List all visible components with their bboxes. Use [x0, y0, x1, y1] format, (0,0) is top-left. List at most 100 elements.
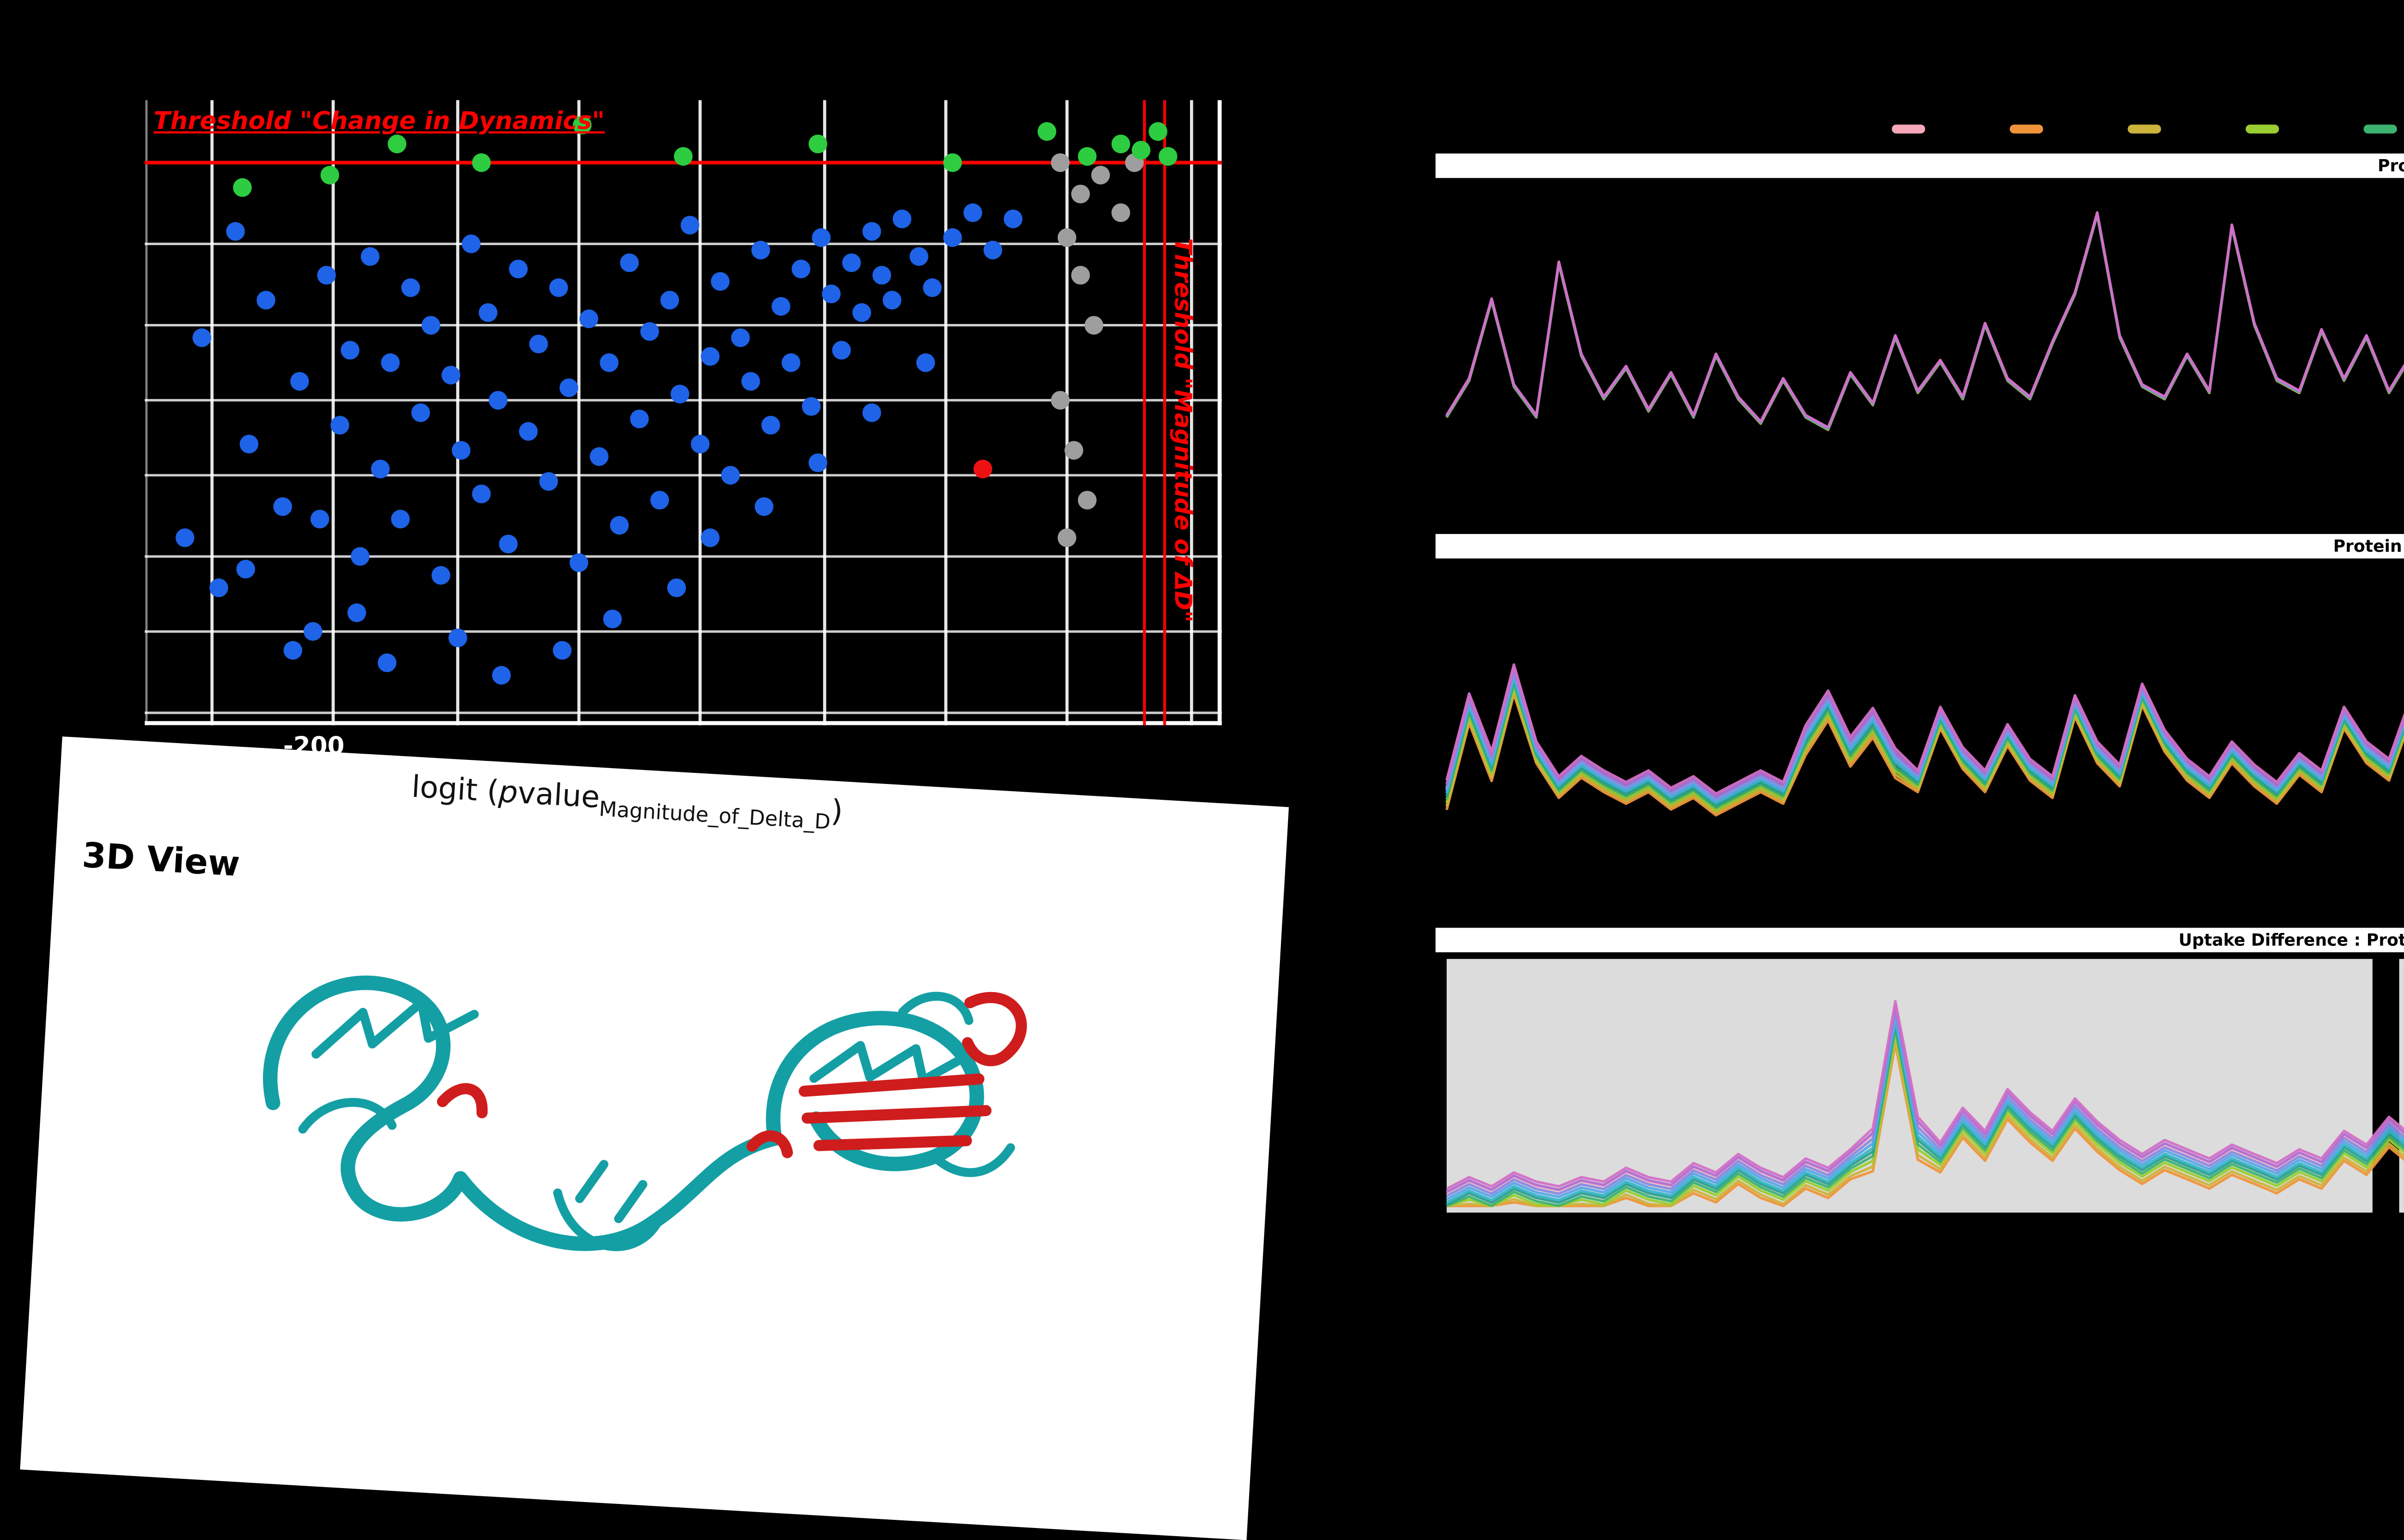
scatter-point-blue-points[interactable]	[916, 353, 935, 372]
scatter-point-blue-points[interactable]	[226, 222, 245, 241]
uptake-curve[interactable]	[1445, 601, 2404, 807]
scatter-point-blue-points[interactable]	[569, 553, 588, 572]
uptake-curve[interactable]	[1445, 213, 2404, 473]
uptake-curve[interactable]	[1446, 1019, 2404, 1204]
scatter-point-green-points[interactable]	[1158, 147, 1177, 166]
scatter-point-blue-points[interactable]	[256, 291, 275, 310]
scatter-point-blue-points[interactable]	[539, 472, 558, 491]
scatter-point-blue-points[interactable]	[600, 353, 619, 372]
scatter-point-blue-points[interactable]	[771, 297, 790, 316]
legend-swatch[interactable]	[2363, 124, 2397, 134]
scatter-point-blue-points[interactable]	[347, 603, 366, 622]
scatter-point-blue-points[interactable]	[589, 447, 609, 466]
scatter-point-blue-points[interactable]	[411, 403, 430, 422]
scatter-point-blue-points[interactable]	[290, 372, 309, 391]
legend-swatch[interactable]	[2245, 124, 2279, 134]
scatter-point-blue-points[interactable]	[791, 260, 811, 279]
scatter-point-blue-points[interactable]	[832, 341, 851, 360]
scatter-point-blue-points[interactable]	[448, 628, 467, 647]
scatter-point-blue-points[interactable]	[808, 453, 827, 472]
scatter-point-blue-points[interactable]	[741, 372, 760, 391]
scatter-point-blue-points[interactable]	[310, 509, 329, 529]
scatter-point-blue-points[interactable]	[670, 385, 689, 404]
scatter-point-green-points[interactable]	[1038, 122, 1056, 141]
scatter-point-blue-points[interactable]	[175, 528, 195, 547]
uptake-chart-protein-a-ligand[interactable]	[1442, 561, 2404, 882]
scatter-point-blue-points[interactable]	[492, 666, 511, 685]
scatter-point-gray-points[interactable]	[1051, 153, 1070, 172]
scatter-point-blue-points[interactable]	[499, 534, 518, 554]
scatter-point-gray-points[interactable]	[1071, 266, 1090, 285]
scatter-point-blue-points[interactable]	[340, 341, 360, 360]
scatter-point-blue-points[interactable]	[579, 309, 599, 328]
scatter-point-green-points[interactable]	[808, 135, 827, 153]
uptake-curve[interactable]	[1446, 1027, 2404, 1207]
scatter-point-blue-points[interactable]	[711, 272, 730, 291]
legend-swatch[interactable]	[2128, 124, 2161, 134]
scatter-point-blue-points[interactable]	[701, 528, 720, 547]
scatter-point-green-points[interactable]	[674, 147, 693, 166]
scatter-point-blue-points[interactable]	[667, 578, 686, 597]
scatter-point-blue-points[interactable]	[923, 278, 942, 297]
uptake-curve[interactable]	[1446, 1032, 2404, 1207]
legend-swatch[interactable]	[1891, 124, 1926, 134]
scatter-point-blue-points[interactable]	[192, 328, 212, 348]
scatter-point-blue-points[interactable]	[781, 353, 801, 372]
scatter-point-blue-points[interactable]	[529, 335, 548, 354]
scatter-point-blue-points[interactable]	[401, 278, 420, 297]
scatter-point-gray-points[interactable]	[1064, 441, 1083, 460]
scatter-point-blue-points[interactable]	[852, 303, 871, 322]
uptake-curve[interactable]	[1445, 586, 2404, 800]
scatter-point-blue-points[interactable]	[371, 460, 390, 479]
scatter-point-blue-points[interactable]	[361, 247, 380, 266]
scatter-point-red-points[interactable]	[973, 460, 992, 479]
scatter-point-gray-points[interactable]	[1057, 528, 1077, 547]
scatter-point-blue-points[interactable]	[283, 641, 302, 660]
uptake-curve[interactable]	[1446, 1023, 2404, 1206]
scatter-point-blue-points[interactable]	[330, 416, 350, 435]
scatter-point-blue-points[interactable]	[391, 509, 410, 529]
scatter-point-blue-points[interactable]	[472, 484, 491, 504]
scatter-point-blue-points[interactable]	[862, 222, 881, 241]
scatter-point-blue-points[interactable]	[650, 491, 669, 510]
scatter-point-gray-points[interactable]	[1111, 203, 1130, 222]
uptake-curve[interactable]	[1445, 211, 2404, 429]
uptake-curve[interactable]	[1445, 212, 2404, 430]
uptake-curve[interactable]	[1445, 581, 2404, 797]
scatter-point-blue-points[interactable]	[842, 253, 861, 273]
scatter-point-green-points[interactable]	[233, 178, 252, 197]
scatter-point-blue-points[interactable]	[451, 441, 471, 460]
scatter-point-blue-points[interactable]	[754, 497, 774, 516]
scatter-point-blue-points[interactable]	[273, 497, 292, 516]
scatter-point-blue-points[interactable]	[441, 366, 461, 385]
scatter-point-blue-points[interactable]	[509, 260, 528, 279]
scatter-point-blue-points[interactable]	[603, 609, 622, 629]
scatter-point-green-points[interactable]	[1077, 147, 1097, 166]
scatter-point-blue-points[interactable]	[610, 516, 629, 535]
protein-ribbon-3d[interactable]	[220, 912, 1062, 1297]
scatter-point-gray-points[interactable]	[1071, 185, 1090, 204]
scatter-point-green-points[interactable]	[388, 135, 407, 153]
scatter-point-blue-points[interactable]	[983, 240, 1002, 260]
scatter-point-blue-points[interactable]	[236, 559, 255, 579]
scatter-point-blue-points[interactable]	[381, 353, 400, 372]
scatter-point-blue-points[interactable]	[943, 228, 962, 247]
scatter-point-blue-points[interactable]	[640, 322, 659, 341]
uptake-difference-chart[interactable]	[1442, 955, 2404, 1217]
uptake-curve[interactable]	[1445, 592, 2404, 803]
scatter-point-blue-points[interactable]	[892, 210, 912, 228]
uptake-curve[interactable]	[1445, 624, 2404, 817]
uptake-curve[interactable]	[1445, 211, 2404, 429]
scatter-point-blue-points[interactable]	[909, 247, 928, 266]
scatter-point-blue-points[interactable]	[549, 278, 568, 297]
scatter-point-green-points[interactable]	[1149, 122, 1167, 141]
scatter-point-blue-points[interactable]	[377, 653, 397, 672]
volcano-plot[interactable]: Threshold "Change in Dynamics" Threshold…	[144, 100, 1222, 761]
scatter-point-blue-points[interactable]	[630, 410, 649, 429]
volcano-plot-canvas[interactable]	[144, 100, 1222, 726]
scatter-point-blue-points[interactable]	[882, 291, 902, 310]
uptake-curve[interactable]	[1446, 1000, 2404, 1200]
scatter-point-blue-points[interactable]	[431, 566, 451, 585]
scatter-point-blue-points[interactable]	[731, 328, 750, 348]
uptake-curve[interactable]	[1445, 612, 2404, 812]
